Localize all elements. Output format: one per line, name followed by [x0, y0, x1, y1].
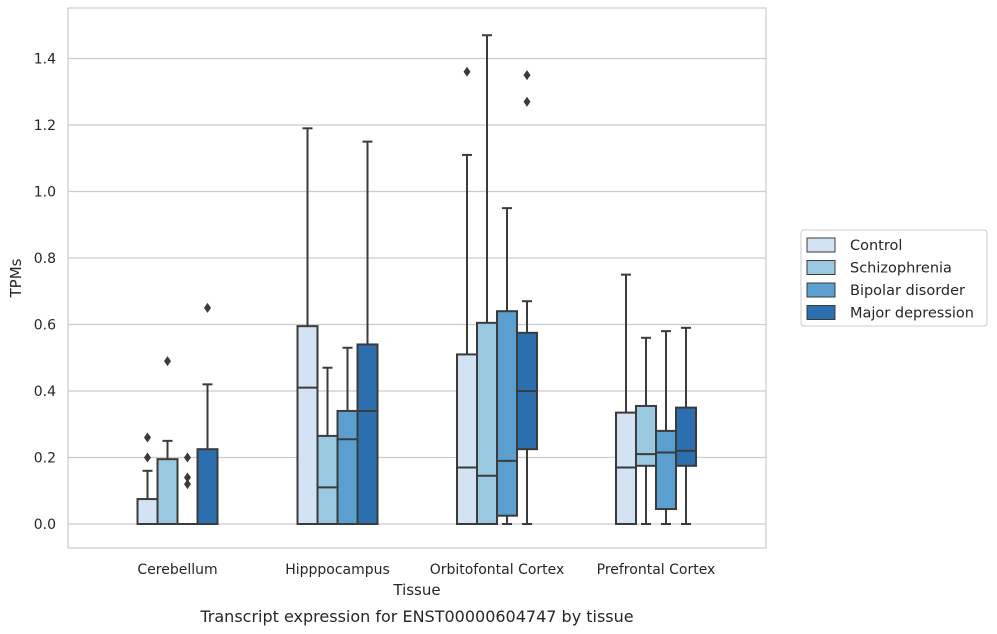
box-iqr	[358, 344, 378, 524]
y-axis-label: TPMs	[7, 258, 25, 298]
box-bipolar-disorder-3	[656, 331, 676, 524]
legend-label: Control	[850, 238, 902, 254]
box-major-depression-0	[198, 303, 218, 524]
box-iqr	[338, 411, 358, 524]
x-tick-labels: Cerebellum Hipppocampus Orbitofontal Corte…	[137, 562, 715, 578]
box-major-depression-1	[358, 142, 378, 524]
legend-label: Major depression	[850, 306, 974, 322]
box-schizophrenia-3	[636, 338, 656, 524]
y-tick-label: 1.2	[34, 118, 56, 134]
legend-swatch	[807, 283, 835, 297]
box-control-1	[298, 128, 318, 524]
box-major-depression-3	[676, 328, 696, 524]
box-bipolar-disorder-1	[338, 348, 358, 524]
y-tick-label: 0.6	[34, 318, 56, 334]
outlier-point	[184, 472, 191, 482]
box-iqr	[138, 499, 158, 524]
legend-swatch	[807, 306, 835, 320]
legend: Control Schizophrenia Bipolar disorder Majo…	[801, 230, 987, 326]
legend-swatch	[807, 238, 835, 252]
x-tick-label: Cerebellum	[137, 562, 217, 578]
x-tick-label: Hipppocampus	[285, 562, 390, 578]
box-control-0	[138, 433, 158, 524]
x-axis-label: Tissue	[392, 581, 440, 599]
y-tick-labels: 0.0 0.2 0.4 0.6 0.8 1.0 1.2 1.4	[34, 52, 56, 534]
outlier-point	[464, 67, 471, 77]
box-control-3	[616, 275, 636, 524]
outlier-point	[524, 70, 531, 80]
box-bipolar-disorder-0	[178, 453, 198, 525]
box-schizophrenia-2	[477, 35, 497, 524]
outlier-point	[204, 303, 211, 313]
outlier-point	[524, 97, 531, 107]
box-iqr	[198, 449, 218, 524]
y-tick-label: 1.4	[34, 52, 56, 68]
y-tick-label: 0.4	[34, 384, 56, 400]
box-iqr	[457, 354, 477, 524]
box-iqr	[318, 436, 338, 524]
y-tick-label: 1.0	[34, 185, 56, 201]
outlier-point	[144, 453, 151, 463]
chart: 0.0 0.2 0.4 0.6 0.8 1.0 1.2 1.4 Cerebellum Hippp…	[0, 0, 997, 634]
y-tick-label: 0.0	[34, 517, 56, 533]
outlier-point	[184, 453, 191, 463]
legend-swatch	[807, 261, 835, 275]
box-iqr	[298, 326, 318, 524]
chart-caption: Transcript expression for ENST0000060474…	[199, 607, 633, 626]
box-iqr	[477, 323, 497, 524]
x-tick-label: Prefrontal Cortex	[597, 562, 716, 578]
x-tick-label: Orbitofontal Cortex	[430, 562, 565, 578]
box-bipolar-disorder-2	[497, 208, 517, 524]
outlier-point	[144, 433, 151, 443]
box-control-2	[457, 67, 477, 524]
y-tick-label: 0.8	[34, 251, 56, 267]
box-iqr	[676, 408, 696, 466]
y-tick-label: 0.2	[34, 451, 56, 467]
box-iqr	[158, 459, 178, 524]
legend-label: Schizophrenia	[850, 261, 952, 277]
legend-label: Bipolar disorder	[850, 283, 965, 299]
box-plots	[138, 35, 697, 524]
box-iqr	[636, 406, 656, 466]
box-iqr	[497, 311, 517, 515]
outlier-point	[164, 356, 171, 366]
box-schizophrenia-0	[158, 356, 178, 524]
box-iqr	[656, 431, 676, 509]
box-major-depression-2	[517, 70, 537, 524]
